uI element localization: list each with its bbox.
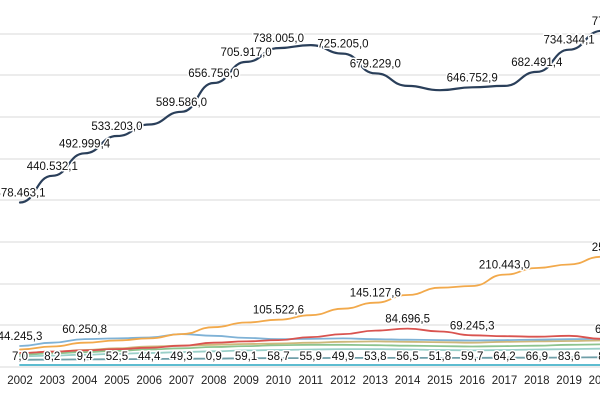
data-label: 61 <box>595 324 600 336</box>
gridlines <box>0 33 600 368</box>
data-label: 52,5 <box>106 351 128 363</box>
data-label: 682.491,4 <box>511 57 563 69</box>
data-label: 210.443,0 <box>479 260 530 272</box>
data-label: 589.586,0 <box>156 97 207 109</box>
x-tick-label: 2002 <box>7 375 33 387</box>
data-label: 83,6 <box>558 351 580 363</box>
data-label: 9,4 <box>77 351 94 363</box>
data-label: 44.245,3 <box>0 331 42 343</box>
data-label: 145.127,6 <box>350 288 401 300</box>
x-tick-label: 2017 <box>492 375 518 387</box>
data-label: 7,0 <box>12 351 28 363</box>
data-label: 734.344,1 <box>544 35 595 47</box>
x-tick-label: 2007 <box>169 375 195 387</box>
data-label: 53,8 <box>364 351 386 363</box>
data-label: 656.756,0 <box>188 68 239 80</box>
data-label: 59,1 <box>235 351 257 363</box>
x-tick-label: 2019 <box>556 375 582 387</box>
data-label: 58,7 <box>267 351 289 363</box>
series-light-blue-line <box>19 333 600 347</box>
data-label: 705.917,0 <box>221 47 272 59</box>
x-tick-label: 2012 <box>330 375 356 387</box>
x-tick-label: 2014 <box>395 375 421 387</box>
x-tick-label: 2016 <box>459 375 485 387</box>
data-label: 59,7 <box>461 351 483 363</box>
x-axis: 2002 2003 2004 2005 2006 2007 2008 2009 2010 2011… <box>7 375 600 387</box>
series-green-line <box>19 343 600 356</box>
data-label: 778 <box>592 16 600 28</box>
data-label: 725.205,0 <box>317 39 368 51</box>
data-label: 56,5 <box>396 351 418 363</box>
series-red-line <box>19 327 600 354</box>
data-label: 533.203,0 <box>91 121 142 133</box>
x-tick-label: 2020 <box>589 375 600 387</box>
data-label: 679.229,0 <box>350 58 401 70</box>
data-label: 44,4 <box>138 351 161 363</box>
data-label: 49,3 <box>170 351 192 363</box>
data-label: 378.463,1 <box>0 188 46 200</box>
data-labels: 378.463,1 440.532,1 492.999,4 533.203,0 589.… <box>0 14 600 364</box>
x-tick-label: 2005 <box>104 375 130 387</box>
series-lines <box>18 29 600 366</box>
x-tick-label: 2003 <box>40 375 66 387</box>
data-label: 51,8 <box>429 351 451 363</box>
data-label: 646.752,9 <box>447 72 498 84</box>
data-label: 84.696,5 <box>385 314 430 326</box>
data-label: 8 <box>598 351 600 363</box>
x-tick-label: 2004 <box>72 375 98 387</box>
series-orange-line <box>19 255 600 351</box>
x-tick-label: 2018 <box>524 375 550 387</box>
x-tick-label: 2011 <box>298 375 323 387</box>
data-label: 738.005,0 <box>253 33 304 45</box>
series-grey-teal-line <box>19 356 600 361</box>
data-label: 440.532,1 <box>27 161 78 173</box>
series-navy-line <box>18 29 600 204</box>
data-label: 49,9 <box>332 351 354 363</box>
data-label: 8,2 <box>44 351 60 363</box>
x-tick-label: 2008 <box>201 375 227 387</box>
x-tick-label: 2006 <box>136 375 162 387</box>
data-label: 252 <box>592 242 600 254</box>
data-label: 55,9 <box>300 351 322 363</box>
data-label: 492.999,4 <box>59 138 111 150</box>
x-tick-label: 2015 <box>427 375 453 387</box>
x-tick-label: 2010 <box>266 375 292 387</box>
data-label: 0,9 <box>206 351 222 363</box>
data-label: 105.522,6 <box>253 305 304 317</box>
x-tick-label: 2013 <box>363 375 389 387</box>
data-label: 69.245,3 <box>450 320 495 332</box>
series-teal-line <box>19 347 600 358</box>
x-tick-label: 2009 <box>233 375 259 387</box>
data-label: 64,2 <box>493 351 515 363</box>
data-label: 66,9 <box>526 351 548 363</box>
data-label: 60.250,8 <box>62 324 107 336</box>
